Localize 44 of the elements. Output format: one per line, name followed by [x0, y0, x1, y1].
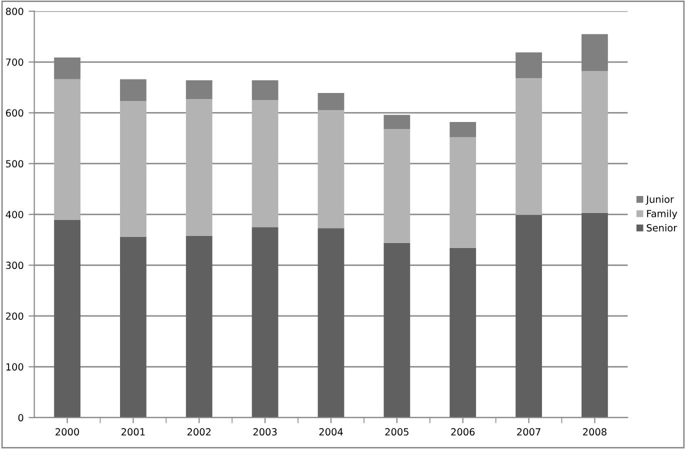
bar [186, 236, 212, 418]
x-tick-label: 2006 [451, 428, 475, 436]
bar [252, 80, 278, 100]
legend-label: Senior [646, 224, 678, 232]
bar [318, 93, 344, 110]
x-tick-label: 2000 [56, 428, 79, 436]
bar [252, 100, 278, 228]
bar [582, 212, 608, 418]
y-tick-label: 400 [6, 210, 24, 218]
bar [252, 227, 278, 418]
x-tick-label: 2003 [253, 428, 277, 436]
x-tick-label: 2007 [517, 428, 540, 436]
bar [54, 79, 80, 220]
bar [186, 80, 212, 100]
y-tick-label: 100 [6, 363, 24, 371]
bar [120, 101, 146, 237]
y-tick-label: 300 [6, 262, 24, 270]
x-tick-label: 2004 [319, 428, 343, 436]
bar [450, 137, 476, 248]
x-tick-label: 2008 [583, 428, 606, 436]
bar [318, 110, 344, 228]
y-tick-label: 500 [6, 160, 24, 168]
legend-label: Junior [646, 195, 674, 205]
bar [120, 236, 146, 418]
bar [384, 129, 410, 243]
y-tick-label: 0 [18, 414, 24, 422]
bar [120, 79, 146, 102]
bar [384, 242, 410, 418]
bar [516, 78, 542, 215]
bar [54, 220, 80, 418]
y-tick-label: 600 [6, 109, 24, 117]
bar [186, 99, 212, 236]
y-tick-label: 700 [6, 58, 24, 66]
x-tick-label: 2005 [385, 428, 408, 436]
legend-label: Family [647, 210, 678, 220]
x-tick-label: 2001 [122, 428, 145, 436]
y-tick-label: 800 [6, 8, 24, 16]
x-tick-label: 2002 [187, 428, 211, 436]
bar [450, 122, 476, 138]
bar [450, 248, 476, 418]
bar [516, 214, 542, 418]
bar [318, 228, 344, 418]
y-tick-label: 200 [6, 312, 24, 320]
bar [582, 71, 608, 213]
